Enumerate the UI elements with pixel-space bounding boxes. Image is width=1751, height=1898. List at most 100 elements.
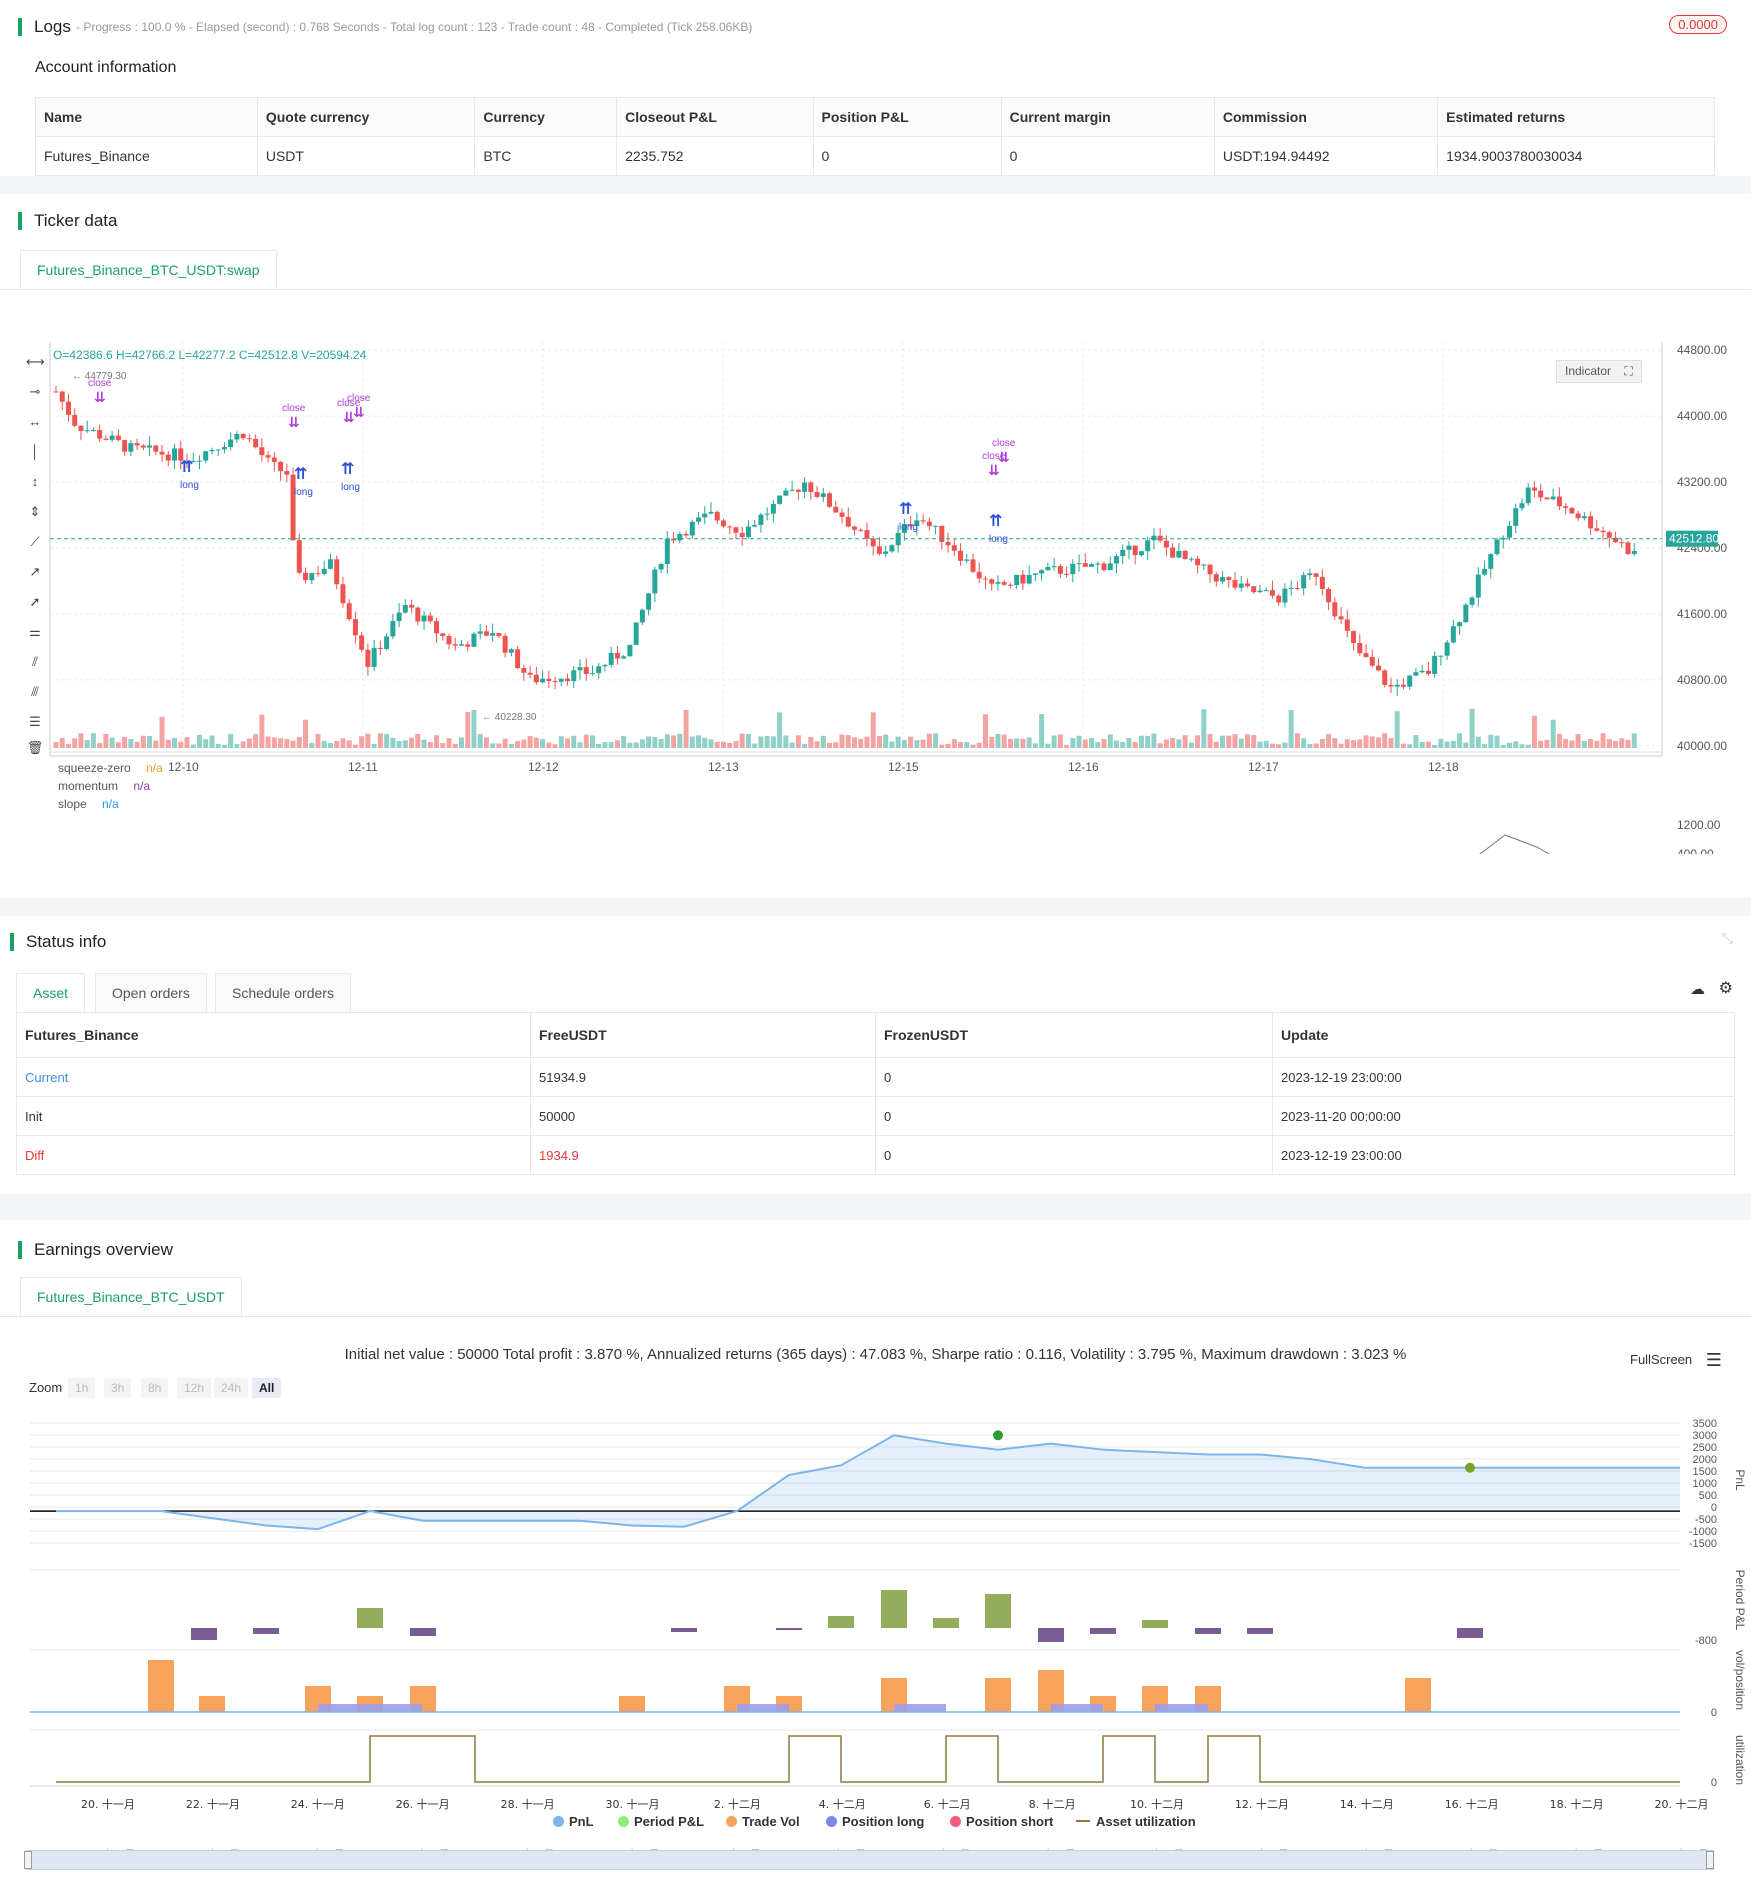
legend-trade-vol[interactable]: Trade Vol bbox=[726, 1814, 800, 1829]
candle-body bbox=[159, 451, 165, 455]
zoom-1h[interactable]: 1h bbox=[68, 1378, 96, 1398]
candle-body bbox=[1432, 655, 1438, 674]
candle-body bbox=[583, 667, 589, 674]
volume-bar bbox=[1382, 733, 1388, 748]
volume-bar bbox=[908, 736, 914, 748]
arrow-line-icon[interactable]: ➚ bbox=[29, 594, 41, 609]
parallel-channel-icon[interactable]: ⫽ bbox=[32, 654, 38, 669]
trend-line-icon[interactable]: ⟋ bbox=[30, 534, 40, 549]
legend-position-short[interactable]: Position short bbox=[950, 1814, 1053, 1829]
collapse-icon[interactable]: ⤡ bbox=[1721, 930, 1733, 946]
zoom-3h[interactable]: 3h bbox=[104, 1378, 132, 1398]
vertical-segment-icon[interactable]: ↕ bbox=[31, 474, 39, 489]
volume-bar bbox=[396, 740, 402, 748]
trash-icon[interactable]: 🗑 bbox=[26, 740, 44, 755]
volume-bar bbox=[377, 733, 383, 748]
volume-bar bbox=[1588, 738, 1594, 748]
candle-body bbox=[496, 633, 502, 636]
fib-retracement-icon[interactable]: ☰ bbox=[29, 714, 41, 729]
legend-period-pnl[interactable]: Period P&L bbox=[618, 1814, 704, 1829]
trade-label: long bbox=[899, 522, 918, 533]
asset-cell: 2023-11-20 00:00:00 bbox=[1272, 1096, 1735, 1136]
candle-body bbox=[72, 414, 78, 426]
y-tick-label: 500 bbox=[1699, 1490, 1717, 1502]
candle-body bbox=[1419, 670, 1425, 673]
candle-body bbox=[752, 524, 758, 527]
candle-body bbox=[577, 667, 583, 671]
vertical-ray-icon[interactable]: ⇕ bbox=[29, 504, 41, 519]
volume-bar bbox=[795, 735, 801, 748]
asset-cell: 50000 bbox=[530, 1096, 876, 1136]
tab-earnings-symbol[interactable]: Futures_Binance_BTC_USDT bbox=[20, 1277, 242, 1316]
volume-bar bbox=[1138, 735, 1144, 748]
candle-body bbox=[334, 559, 340, 585]
period-pnl-bar bbox=[1457, 1628, 1483, 1638]
price-range-icon[interactable]: ⚌ bbox=[29, 624, 41, 639]
volume-bar bbox=[1195, 735, 1201, 748]
x-tick-label: 30. 十一月 bbox=[606, 1797, 660, 1811]
horizontal-ray-icon[interactable]: ⊸ bbox=[29, 384, 41, 399]
volume-bar bbox=[1151, 733, 1157, 748]
candle-body bbox=[1101, 563, 1107, 571]
candle-body bbox=[926, 521, 932, 527]
ohlc-readout: O=42386.6 H=42766.2 L=42277.2 C=42512.8 … bbox=[53, 348, 367, 362]
legend-asset-utilization[interactable]: Asset utilization bbox=[1076, 1814, 1196, 1829]
tab-ticker-symbol[interactable]: Futures_Binance_BTC_USDT:swap bbox=[20, 250, 277, 289]
range-navigator[interactable] bbox=[26, 1850, 1714, 1870]
zoom-8h[interactable]: 8h bbox=[141, 1378, 169, 1398]
candle-body bbox=[1625, 542, 1631, 554]
sell-arrow: ⇊ bbox=[94, 389, 106, 405]
volume-bar bbox=[1332, 738, 1338, 748]
fullscreen-button[interactable]: FullScreen ☰ bbox=[1630, 1350, 1722, 1371]
legend-pnl[interactable]: PnL bbox=[553, 1814, 594, 1829]
period-pnl-bar bbox=[776, 1628, 802, 1630]
candle-body bbox=[1276, 595, 1282, 603]
tab-open-orders[interactable]: Open orders bbox=[95, 973, 207, 1012]
navigator-handle-right[interactable] bbox=[1706, 1851, 1714, 1869]
trend-ray-icon[interactable]: ↗ bbox=[29, 564, 41, 579]
navigator-handle-left[interactable] bbox=[24, 1851, 32, 1869]
candlestick-chart[interactable]: 44800.0044000.0043200.0042400.0041600.00… bbox=[0, 334, 1751, 854]
horizontal-line-icon[interactable]: ⟷ bbox=[26, 354, 45, 369]
volume-bar bbox=[589, 735, 595, 748]
x-tick-label: 12-15 bbox=[888, 760, 919, 774]
legend-dot bbox=[553, 1816, 564, 1827]
trade-label: close bbox=[282, 403, 306, 414]
legend-position-long[interactable]: Position long bbox=[826, 1814, 924, 1829]
candle-body bbox=[1201, 564, 1207, 566]
volume-bar bbox=[1513, 741, 1519, 748]
candle-body bbox=[421, 615, 427, 622]
volume-bar bbox=[1220, 735, 1226, 748]
trade-label: close bbox=[337, 398, 361, 409]
legend-label: Trade Vol bbox=[742, 1814, 800, 1829]
volume-bar bbox=[1188, 742, 1194, 748]
fib-fan-icon[interactable]: ⫻ bbox=[31, 684, 39, 699]
max-point-marker bbox=[993, 1430, 1003, 1441]
indicator-button[interactable]: Indicator ⛶ bbox=[1556, 360, 1642, 383]
candle-body bbox=[1057, 566, 1063, 574]
volume-bar bbox=[253, 734, 259, 748]
candle-body bbox=[352, 619, 358, 636]
candle-body bbox=[1107, 563, 1113, 571]
y-tick-label: 400.00 bbox=[1677, 847, 1714, 854]
vertical-line-icon[interactable]: │ bbox=[30, 444, 40, 459]
candle-body bbox=[53, 391, 59, 393]
ticker-panel: Ticker data Futures_Binance_BTC_USDT:swa… bbox=[0, 194, 1751, 898]
volume-bar bbox=[577, 742, 583, 748]
account-cell: USDT:194.94492 bbox=[1213, 136, 1439, 176]
zoom-all[interactable]: All bbox=[252, 1378, 282, 1398]
candle-body bbox=[59, 391, 65, 402]
candle-body bbox=[1095, 563, 1101, 565]
extended-line-icon[interactable]: ↔ bbox=[28, 414, 42, 429]
volume-bar bbox=[515, 741, 521, 748]
cloud-download-icon[interactable]: ☁ bbox=[1690, 981, 1705, 998]
zoom-12h[interactable]: 12h bbox=[177, 1378, 212, 1398]
volume-bar bbox=[914, 740, 920, 748]
tab-asset[interactable]: Asset bbox=[16, 973, 86, 1012]
candle-body bbox=[958, 550, 964, 561]
candle-body bbox=[446, 636, 452, 645]
gear-icon[interactable]: ⚙ bbox=[1718, 980, 1733, 997]
zoom-24h[interactable]: 24h bbox=[214, 1378, 249, 1398]
tab-schedule-orders[interactable]: Schedule orders bbox=[215, 973, 351, 1012]
candle-body bbox=[115, 435, 121, 441]
